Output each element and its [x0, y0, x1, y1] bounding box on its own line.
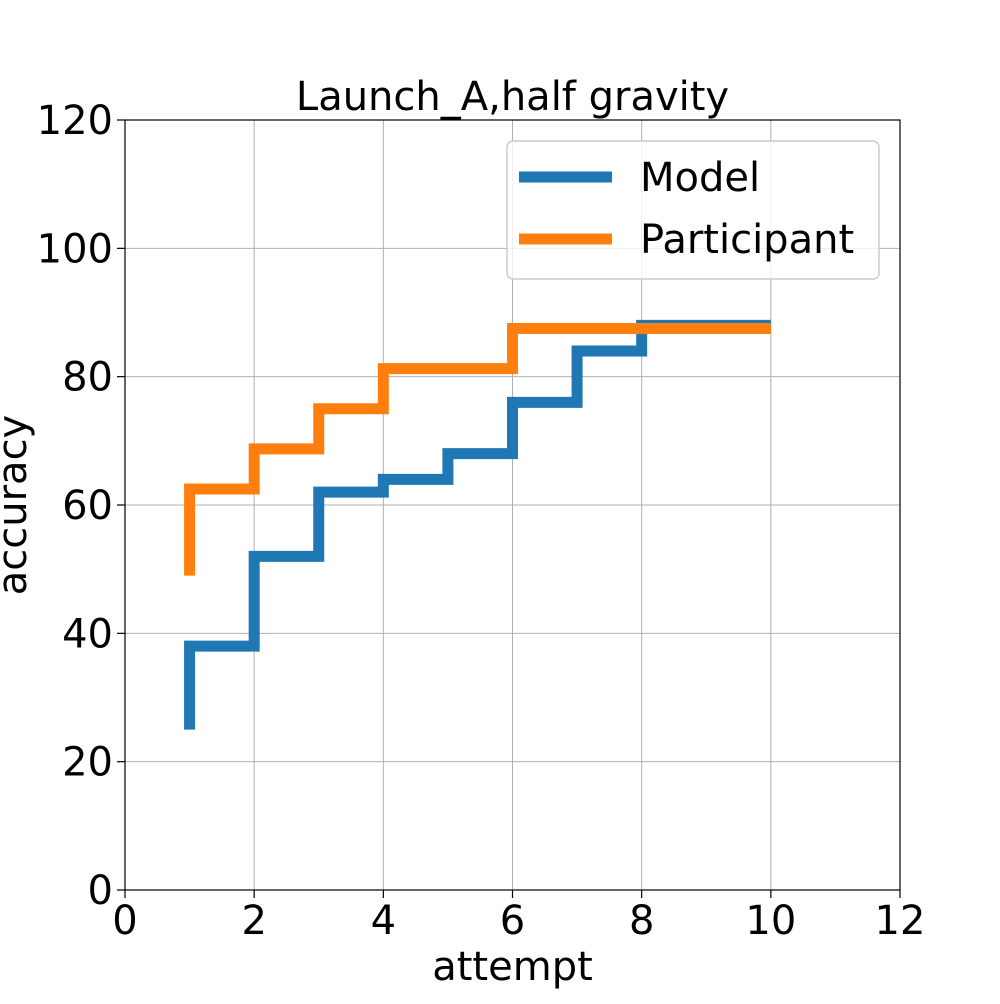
x-axis-label: attempt	[432, 944, 593, 990]
y-tick-label: 60	[62, 483, 113, 529]
series-line-participant	[184, 323, 771, 576]
y-tick-label: 100	[37, 226, 113, 272]
legend-label-participant: Participant	[640, 217, 854, 263]
y-axis-label: accuracy	[0, 415, 36, 595]
x-tick-label: 4	[371, 898, 396, 944]
y-axis: 0 20 40 60 80 100 120	[37, 98, 125, 914]
x-tick-label: 12	[875, 898, 926, 944]
x-axis: 0 2 4 6 8 10 12	[112, 890, 925, 944]
x-tick-label: 8	[629, 898, 654, 944]
legend-label-model: Model	[640, 155, 760, 201]
series-line-model	[184, 319, 771, 730]
x-tick-label: 6	[500, 898, 525, 944]
series-group	[184, 319, 771, 730]
x-tick-label: 2	[241, 898, 266, 944]
y-tick-label: 0	[88, 868, 113, 914]
y-tick-label: 20	[62, 740, 113, 786]
y-tick-label: 80	[62, 355, 113, 401]
x-tick-label: 10	[745, 898, 796, 944]
y-tick-label: 120	[37, 98, 113, 144]
y-tick-label: 40	[62, 611, 113, 657]
legend: Model Participant	[506, 140, 880, 280]
chart-title: Launch_A,half gravity	[296, 74, 729, 120]
x-tick-label: 0	[112, 898, 137, 944]
